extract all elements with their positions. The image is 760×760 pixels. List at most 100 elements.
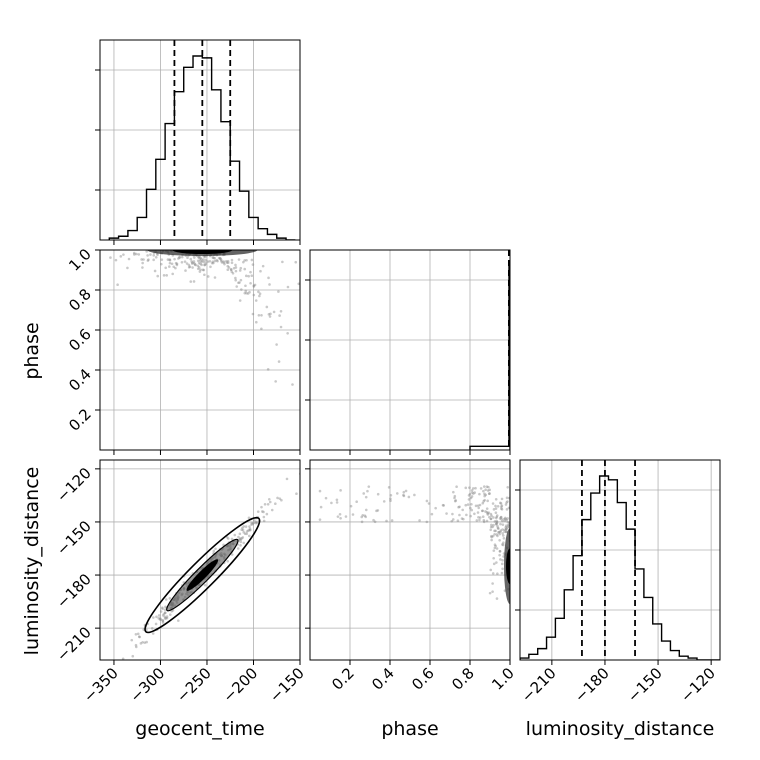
sample-point [114,258,118,262]
sample-point [507,523,510,527]
sample-point [252,285,256,288]
sample-point [212,256,215,260]
sample-point [213,276,217,279]
sample-point [390,519,394,522]
sample-point [493,533,496,536]
sample-point [425,520,429,524]
sample-point [281,260,284,264]
sample-point [197,266,201,269]
sample-point [495,522,498,526]
sample-point [187,265,191,269]
sample-point [495,514,499,517]
panel-frame [99,249,301,451]
sample-point [486,489,490,492]
sample-point [161,621,165,624]
sample-point [251,522,254,526]
sample-point [216,259,219,263]
sample-point [243,291,247,295]
sample-point [382,500,386,503]
sample-point [197,261,201,265]
sample-point [121,657,125,660]
sample-point [266,502,270,506]
sample-point [261,264,265,268]
sample-point [213,256,217,260]
panel-frame [309,249,511,451]
sample-point [490,538,493,542]
sample-point [263,502,267,506]
sample-point [473,491,477,494]
sample-point [402,490,406,494]
sample-point [226,264,230,268]
x-tick-label: 0.2 [328,664,358,694]
sample-point [203,583,207,587]
sample-point [324,496,328,500]
sample-point [159,262,163,266]
sample-point [168,258,172,261]
sample-point [461,508,464,512]
sample-point [222,260,225,263]
sample-point [217,256,221,260]
sample-point [127,257,131,261]
sample-point [177,257,180,260]
sample-point [481,515,485,519]
sample-point [178,255,181,259]
sample-point [234,278,237,282]
sample-point [490,535,493,539]
sample-point [135,252,138,256]
sample-point [265,512,269,516]
sample-point [198,270,202,273]
sample-point [500,497,504,501]
sample-point [153,269,157,273]
x-tick-label: −120 [677,664,719,706]
sample-point [286,285,290,289]
sample-point [245,258,248,262]
sample-point [252,293,256,297]
sample-point [310,316,313,319]
sample-point [137,253,141,256]
sample-point [260,505,263,509]
sample-point [166,258,170,261]
sample-point [234,276,237,280]
sample-point [503,530,506,533]
sample-point [168,265,171,268]
sample-point [494,504,497,508]
sample-point [484,488,487,492]
sample-point [196,267,200,271]
panel-area [310,460,510,660]
sample-point [498,549,502,553]
sample-point [489,525,493,529]
sample-point [222,261,226,264]
sample-point [349,504,353,508]
sample-point [500,507,503,510]
sample-point [189,257,193,261]
sample-point [418,519,421,522]
sample-point [502,536,506,540]
x-tick-label: 0.4 [368,664,398,694]
sample-point [485,485,489,489]
sample-point [453,499,457,503]
sample-point [137,635,141,638]
sample-point [455,485,458,489]
sample-point [467,498,471,501]
sample-point [469,514,472,518]
sample-point [134,643,138,647]
sample-point [301,482,304,485]
panel-phase-phase [305,249,511,455]
sample-point [252,284,256,287]
sample-point [227,266,231,269]
sample-point [483,498,486,502]
sample-point [272,310,276,314]
sample-point [494,511,498,515]
sample-point [500,517,503,521]
sample-point [507,525,510,529]
sample-point [268,500,272,504]
sample-point [147,258,150,261]
panel-area [100,460,304,660]
sample-point [265,305,269,309]
sample-point [478,516,482,519]
sample-point [138,635,141,639]
y-axis-label-phase: phase [21,322,43,379]
sample-point [161,619,165,622]
sample-point [483,492,486,496]
sample-point [499,558,502,561]
